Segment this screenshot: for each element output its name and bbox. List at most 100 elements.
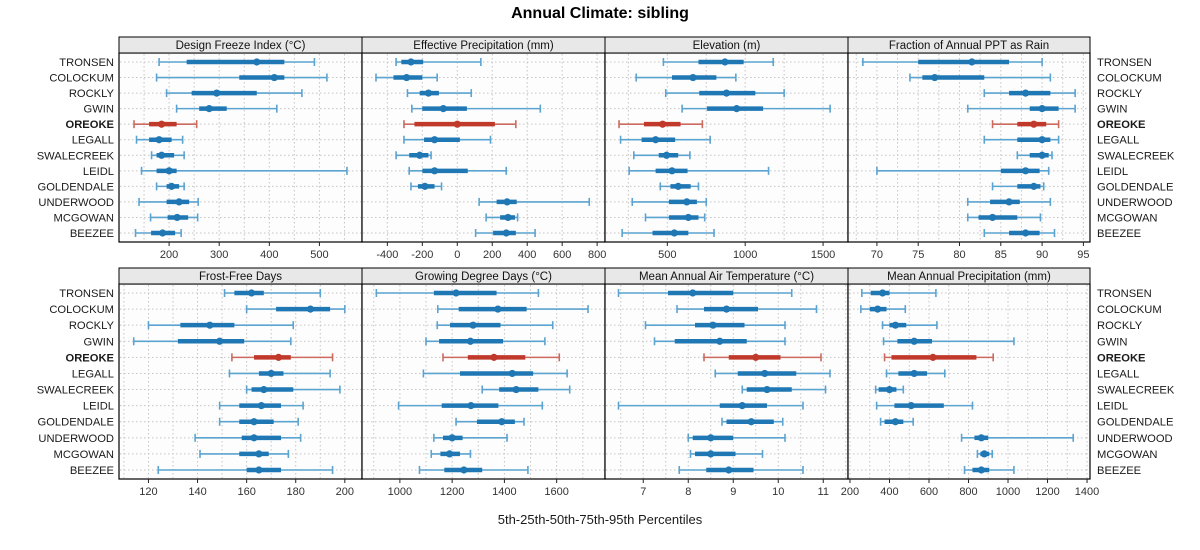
site-label-right: GOLDENDALE [1097,181,1173,193]
median-dot [709,321,717,329]
tick-label: 600 [920,486,938,498]
panel-header-label: Growing Degree Days (°C) [415,271,552,283]
panel-background [362,284,605,479]
median-dot [157,151,166,159]
tick-label: 11 [818,486,829,498]
site-label-right: MCGOWAN [1097,212,1158,224]
median-dot [407,58,415,66]
site-label-right: LEGALL [1097,135,1139,147]
tick-label: 9 [730,486,736,498]
median-dot [213,89,221,97]
site-label-left: MCGOWAN [54,449,115,461]
tick-label: 1200 [440,486,464,498]
site-label-right: LEIDL [1097,166,1128,178]
site-label-left: TRONSEN [59,288,114,300]
site-label-right: BEEZEE [1097,465,1141,477]
median-dot [216,337,224,345]
median-dot [424,89,433,97]
tick-label: 800 [959,486,977,498]
site-label-right: LEIDL [1097,401,1128,413]
median-dot [306,305,315,313]
tick-label: 75 [912,249,924,261]
site-label-left: LEGALL [72,135,114,147]
median-dot [158,229,167,237]
site-label-left: GWIN [84,336,114,348]
median-dot [168,182,176,190]
median-dot [173,213,181,222]
median-dot [763,385,771,394]
median-dot [683,198,691,206]
median-dot [931,73,939,82]
site-label-left: ROCKLY [69,320,115,332]
tick-label: 400 [880,486,898,498]
median-dot [448,434,456,442]
site-label-right: COLOCKUM [1097,304,1162,316]
site-label-left: SWALECREEK [37,150,115,162]
median-dot [502,229,510,237]
site-label-left: BEEZEE [70,228,114,240]
median-dot [684,213,692,222]
median-dot [689,289,697,297]
site-label-left: UNDERWOOD [38,433,114,445]
median-dot [467,402,475,410]
tick-label: 0 [454,249,460,261]
tick-label: 200 [336,486,354,498]
median-dot [716,337,724,345]
tick-label: 1000 [388,486,412,498]
tick-label: 140 [188,486,206,498]
site-label-left: LEIDL [83,401,114,413]
median-dot [761,369,769,378]
median-dot [874,305,882,313]
tick-label: 120 [139,486,157,498]
site-label-left: MCGOWAN [54,212,115,224]
median-dot [885,385,894,394]
tick-label: -400 [376,249,398,261]
median-dot [738,402,746,410]
panel-header-label: Mean Annual Precipitation (mm) [887,271,1051,283]
median-dot [721,58,729,66]
median-dot [1021,89,1030,97]
site-label-left: GOLDENDALE [38,417,114,429]
tick-label: 400 [518,249,536,261]
median-dot [494,305,502,313]
median-dot [508,369,516,378]
site-label-right: ROCKLY [1097,320,1143,332]
tick-label: 200 [160,249,178,261]
median-dot [968,58,976,66]
panel-background [605,284,848,479]
median-dot [445,450,454,458]
median-dot [907,402,915,410]
tick-label: 1500 [811,249,835,261]
median-dot [267,369,275,378]
median-dot [250,434,258,442]
site-label-left: OREOKE [66,119,115,131]
site-label-right: TRONSEN [1097,57,1152,69]
median-dot [722,305,731,313]
median-dot [498,418,506,426]
median-dot [452,289,460,297]
tick-label: 1400 [1075,486,1099,498]
median-dot [453,120,461,128]
median-dot [1030,120,1038,128]
panel-background [362,53,605,242]
median-dot [980,450,988,458]
tick-label: 400 [260,249,278,261]
median-dot [260,385,268,394]
tick-label: 200 [483,249,501,261]
median-dot [490,353,498,361]
median-dot [659,120,667,128]
page-title: Annual Climate: sibling [511,5,689,22]
median-dot [512,385,520,394]
median-dot [253,58,261,66]
site-label-left: ROCKLY [69,88,115,100]
tick-label: 600 [553,249,571,261]
site-label-left: OREOKE [66,352,115,364]
median-dot [175,198,183,206]
panel-background [848,53,1090,242]
tick-label: 1400 [492,486,516,498]
tick-label: 90 [1036,249,1048,261]
median-dot [402,73,411,82]
median-dot [652,136,660,144]
tick-label: 300 [210,249,228,261]
median-dot [668,167,676,175]
